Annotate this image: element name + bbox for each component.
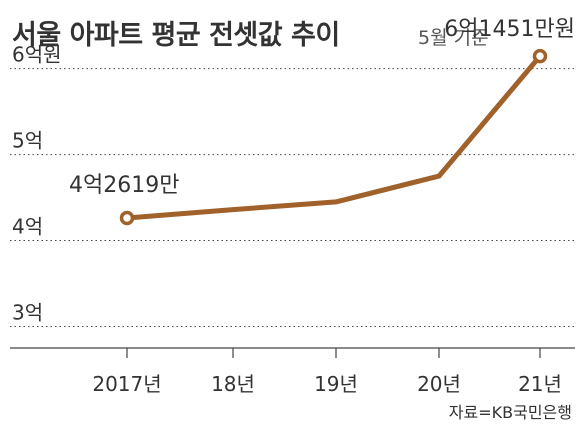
data-label: 6억1451만원 xyxy=(444,17,575,42)
x-tick-label: 19년 xyxy=(314,372,358,396)
x-tick-label: 18년 xyxy=(211,372,255,396)
x-axis-labels: 2017년 18년 19년 20년 21년 xyxy=(92,348,562,396)
chart-title: 서울 아파트 평균 전셋값 추이 xyxy=(12,20,340,51)
x-tick-label: 20년 xyxy=(417,372,461,396)
x-tick-label: 21년 xyxy=(518,372,562,396)
series-line xyxy=(124,53,543,221)
y-axis-labels: 3억 4억 5억 6억원 xyxy=(12,43,62,325)
y-tick-label: 6억원 xyxy=(12,43,62,67)
data-point xyxy=(119,210,135,226)
series xyxy=(119,48,548,226)
y-tick-label: 5억 xyxy=(12,129,43,153)
source-note: 자료=KB국민은행 xyxy=(449,403,572,422)
x-tick-label: 2017년 xyxy=(92,372,161,396)
y-tick-label: 4억 xyxy=(12,215,43,239)
data-label: 4억2619만 xyxy=(69,173,179,198)
y-tick-label: 3억 xyxy=(12,301,43,325)
data-labels: 4억2619만 6억1451만원 xyxy=(69,17,575,198)
chart-subtitle: 5월 기준 xyxy=(418,27,489,49)
data-point xyxy=(532,48,548,64)
